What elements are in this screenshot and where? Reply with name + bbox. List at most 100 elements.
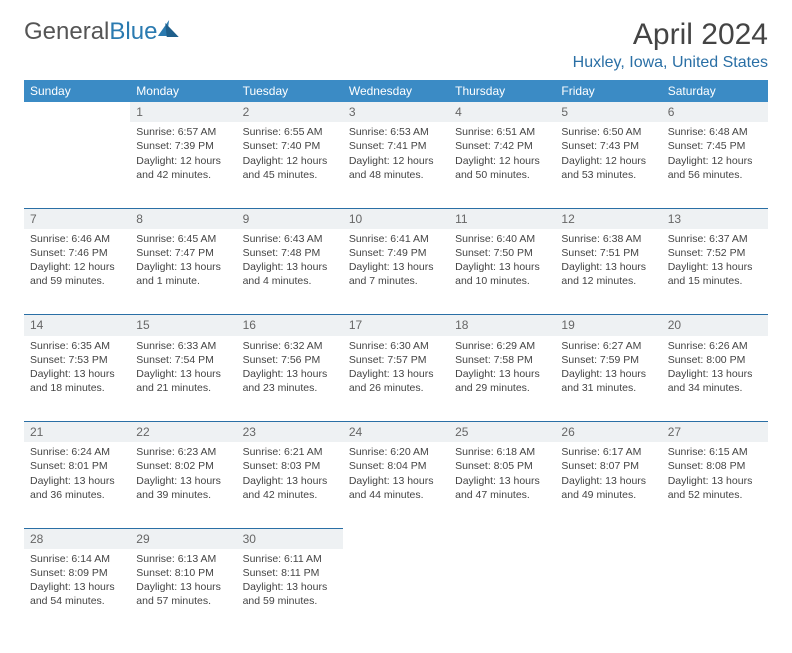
day2-label: and 7 minutes. <box>349 274 443 288</box>
day-number: 6 <box>662 102 768 122</box>
day-cell: Sunrise: 6:15 AMSunset: 8:08 PMDaylight:… <box>662 442 768 528</box>
sunrise-label: Sunrise: 6:46 AM <box>30 232 124 246</box>
sunrise-label: Sunrise: 6:17 AM <box>561 445 655 459</box>
sunset-label: Sunset: 7:41 PM <box>349 139 443 153</box>
sunrise-label: Sunrise: 6:23 AM <box>136 445 230 459</box>
day-number: 8 <box>130 208 236 229</box>
sunrise-label: Sunrise: 6:24 AM <box>30 445 124 459</box>
day1-label: Daylight: 12 hours <box>668 154 762 168</box>
day-number: 21 <box>24 422 130 443</box>
day-cell: Sunrise: 6:37 AMSunset: 7:52 PMDaylight:… <box>662 229 768 315</box>
sunset-label: Sunset: 7:57 PM <box>349 353 443 367</box>
sunrise-label: Sunrise: 6:15 AM <box>668 445 762 459</box>
day-number: 7 <box>24 208 130 229</box>
day-header-row: Sunday Monday Tuesday Wednesday Thursday… <box>24 80 768 102</box>
sunrise-label: Sunrise: 6:30 AM <box>349 339 443 353</box>
day-cell: Sunrise: 6:33 AMSunset: 7:54 PMDaylight:… <box>130 336 236 422</box>
sunset-label: Sunset: 8:01 PM <box>30 459 124 473</box>
daynum-row: 282930 <box>24 528 768 549</box>
day-cell <box>449 549 555 635</box>
day-number: 1 <box>130 102 236 122</box>
sunrise-label: Sunrise: 6:53 AM <box>349 125 443 139</box>
day1-label: Daylight: 13 hours <box>243 260 337 274</box>
day-cell: Sunrise: 6:18 AMSunset: 8:05 PMDaylight:… <box>449 442 555 528</box>
day2-label: and 56 minutes. <box>668 168 762 182</box>
day1-label: Daylight: 13 hours <box>136 260 230 274</box>
day-cell <box>555 549 661 635</box>
day-number: 30 <box>237 528 343 549</box>
day1-label: Daylight: 13 hours <box>30 367 124 381</box>
sunset-label: Sunset: 7:45 PM <box>668 139 762 153</box>
logo-text-1: General <box>24 18 109 46</box>
day-number: 13 <box>662 208 768 229</box>
day-number: 12 <box>555 208 661 229</box>
sunrise-label: Sunrise: 6:55 AM <box>243 125 337 139</box>
logo-mark-icon <box>166 23 179 37</box>
sunrise-label: Sunrise: 6:45 AM <box>136 232 230 246</box>
day2-label: and 50 minutes. <box>455 168 549 182</box>
day-cell: Sunrise: 6:14 AMSunset: 8:09 PMDaylight:… <box>24 549 130 635</box>
day-cell: Sunrise: 6:26 AMSunset: 8:00 PMDaylight:… <box>662 336 768 422</box>
day-number <box>343 528 449 549</box>
day-cell: Sunrise: 6:20 AMSunset: 8:04 PMDaylight:… <box>343 442 449 528</box>
day-number: 27 <box>662 422 768 443</box>
sunset-label: Sunset: 7:49 PM <box>349 246 443 260</box>
day-number: 5 <box>555 102 661 122</box>
sunrise-label: Sunrise: 6:40 AM <box>455 232 549 246</box>
sunrise-label: Sunrise: 6:50 AM <box>561 125 655 139</box>
day2-label: and 44 minutes. <box>349 488 443 502</box>
day-cell: Sunrise: 6:46 AMSunset: 7:46 PMDaylight:… <box>24 229 130 315</box>
sunrise-label: Sunrise: 6:33 AM <box>136 339 230 353</box>
sunrise-label: Sunrise: 6:13 AM <box>136 552 230 566</box>
day2-label: and 18 minutes. <box>30 381 124 395</box>
sunset-label: Sunset: 7:51 PM <box>561 246 655 260</box>
day-number: 18 <box>449 315 555 336</box>
day1-label: Daylight: 13 hours <box>349 260 443 274</box>
content-row: Sunrise: 6:14 AMSunset: 8:09 PM Daylight:… <box>24 549 768 635</box>
day2-label: and 34 minutes. <box>668 381 762 395</box>
day-number: 17 <box>343 315 449 336</box>
day2-label: and 26 minutes. <box>349 381 443 395</box>
day-cell: Sunrise: 6:43 AMSunset: 7:48 PMDaylight:… <box>237 229 343 315</box>
header: GeneralBlue April 2024 Huxley, Iowa, Uni… <box>24 18 768 72</box>
day2-label: and 59 minutes. <box>243 594 337 608</box>
content-row: Sunrise: 6:57 AMSunset: 7:39 PMDaylight:… <box>24 122 768 208</box>
day-header: Tuesday <box>237 80 343 102</box>
day-cell: Sunrise: 6:41 AMSunset: 7:49 PMDaylight:… <box>343 229 449 315</box>
sunset-label: Sunset: 8:02 PM <box>136 459 230 473</box>
day-number: 22 <box>130 422 236 443</box>
day1-label: Daylight: 13 hours <box>136 474 230 488</box>
sunset-label: Sunset: 7:50 PM <box>455 246 549 260</box>
sunrise-label: Sunrise: 6:18 AM <box>455 445 549 459</box>
location-label: Huxley, Iowa, United States <box>573 54 768 72</box>
sunset-label: Sunset: 8:09 PM <box>30 566 124 580</box>
sunrise-label: Sunrise: 6:43 AM <box>243 232 337 246</box>
day1-label: Daylight: 12 hours <box>561 154 655 168</box>
sunset-label: Sunset: 8:03 PM <box>243 459 337 473</box>
day1-label: Daylight: 13 hours <box>243 580 337 594</box>
day2-label: and 15 minutes. <box>668 274 762 288</box>
sunset-label: Sunset: 7:40 PM <box>243 139 337 153</box>
day2-label: and 12 minutes. <box>561 274 655 288</box>
content-row: Sunrise: 6:35 AMSunset: 7:53 PMDaylight:… <box>24 336 768 422</box>
day1-label: Daylight: 13 hours <box>668 474 762 488</box>
title-block: April 2024 Huxley, Iowa, United States <box>573 18 768 72</box>
day-cell: Sunrise: 6:55 AMSunset: 7:40 PMDaylight:… <box>237 122 343 208</box>
day-number: 10 <box>343 208 449 229</box>
day-cell <box>24 122 130 208</box>
day-cell: Sunrise: 6:53 AMSunset: 7:41 PMDaylight:… <box>343 122 449 208</box>
day-cell: Sunrise: 6:24 AMSunset: 8:01 PMDaylight:… <box>24 442 130 528</box>
day-cell: Sunrise: 6:17 AMSunset: 8:07 PMDaylight:… <box>555 442 661 528</box>
day1-label: Daylight: 12 hours <box>243 154 337 168</box>
day2-label: and 59 minutes. <box>30 274 124 288</box>
day-number <box>662 528 768 549</box>
sunrise-label: Sunrise: 6:29 AM <box>455 339 549 353</box>
day1-label: Daylight: 13 hours <box>561 260 655 274</box>
day-number <box>555 528 661 549</box>
day1-label: Daylight: 12 hours <box>30 260 124 274</box>
day-number: 19 <box>555 315 661 336</box>
sunrise-label: Sunrise: 6:14 AM <box>30 552 124 566</box>
day-cell <box>343 549 449 635</box>
sunrise-label: Sunrise: 6:41 AM <box>349 232 443 246</box>
day2-label: and 39 minutes. <box>136 488 230 502</box>
